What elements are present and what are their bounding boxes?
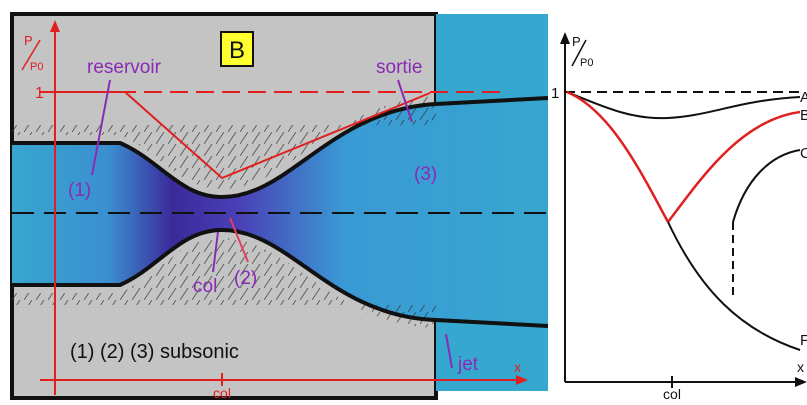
level-label: 1: [551, 85, 559, 102]
x-axis-label: x: [514, 359, 521, 375]
regime-label: (1) (2) (3) subsonic: [70, 341, 239, 363]
label: (1): [68, 180, 91, 201]
curve-c: [733, 150, 800, 222]
curve-label: A: [800, 89, 807, 106]
curve-label: B: [800, 107, 807, 124]
level-label: 1: [35, 85, 44, 102]
badge: B: [229, 37, 245, 64]
left-panel: P P0 1 B reservoir sortie (1) (3) col (2…: [12, 14, 548, 401]
x-tick-label: col: [213, 385, 231, 401]
label: col: [193, 276, 217, 297]
right-panel: P P0 1 A B C F x col: [551, 32, 807, 402]
label: reservoir: [87, 57, 162, 78]
label: (2): [234, 268, 257, 289]
curve-label: C: [800, 145, 807, 162]
x-tick-label: col: [663, 386, 681, 402]
axis-numerator: P: [572, 34, 581, 49]
label: sortie: [376, 57, 422, 78]
curve-a: [567, 92, 800, 118]
diagram: P P0 1 B reservoir sortie (1) (3) col (2…: [0, 0, 807, 405]
axis-denominator: P0: [30, 61, 43, 73]
axis-denominator: P0: [580, 57, 593, 69]
label: jet: [457, 354, 479, 375]
axis-numerator: P: [24, 33, 33, 48]
curve-label: F: [800, 332, 807, 349]
x-axis-label: x: [797, 359, 804, 375]
arrowhead: [795, 377, 807, 387]
label: (3): [414, 164, 437, 185]
arrowhead: [560, 32, 570, 44]
curve-b: [668, 112, 800, 222]
